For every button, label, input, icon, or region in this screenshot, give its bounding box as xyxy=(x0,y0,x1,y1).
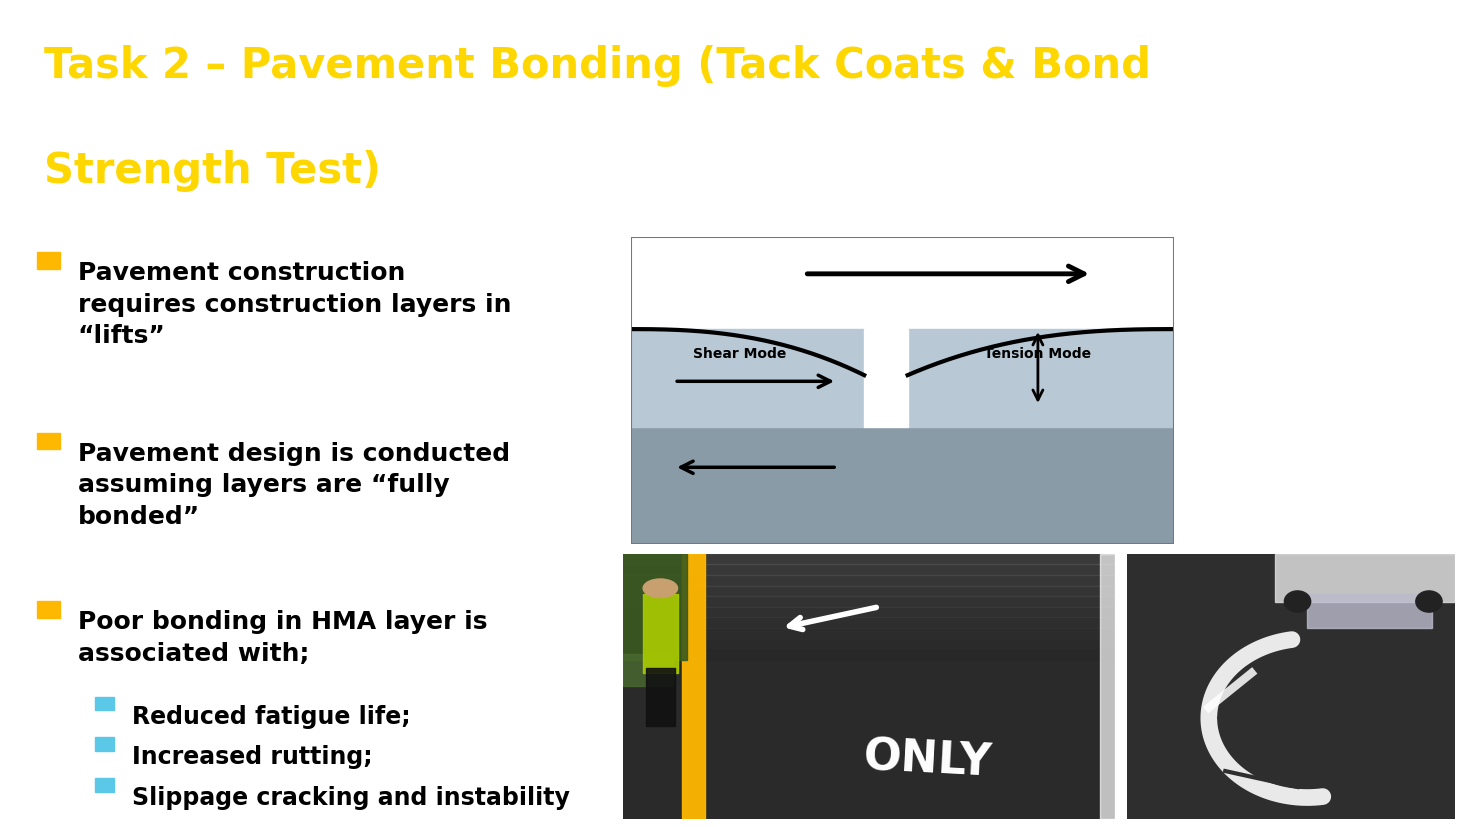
Bar xyxy=(643,594,678,673)
Bar xyxy=(37,601,60,618)
Bar xyxy=(95,697,114,710)
Text: Pavement construction
requires construction layers in
“lifts”: Pavement construction requires construct… xyxy=(78,261,512,348)
Bar xyxy=(37,433,60,449)
Bar xyxy=(623,564,1115,575)
Bar xyxy=(623,649,1115,660)
Circle shape xyxy=(1285,591,1310,612)
Text: Reduced fatigue life;: Reduced fatigue life; xyxy=(132,705,411,729)
Text: Increased rutting;: Increased rutting; xyxy=(132,745,373,769)
Bar xyxy=(623,586,1115,596)
Bar xyxy=(682,554,704,819)
Bar xyxy=(623,596,1115,607)
Bar xyxy=(623,638,1115,649)
Text: Strength Test): Strength Test) xyxy=(44,150,381,192)
Bar xyxy=(623,575,1115,586)
Bar xyxy=(95,738,114,751)
Bar xyxy=(623,618,1115,628)
Bar xyxy=(95,778,114,791)
Bar xyxy=(908,329,1174,428)
Text: Poor bonding in HMA layer is
associated with;: Poor bonding in HMA layer is associated … xyxy=(78,610,487,666)
Circle shape xyxy=(1416,591,1442,612)
Bar xyxy=(623,654,672,686)
Circle shape xyxy=(643,579,678,598)
Bar xyxy=(1307,594,1432,628)
Bar xyxy=(37,252,60,269)
Bar xyxy=(623,628,1115,638)
Bar xyxy=(631,428,1174,544)
Text: Tension Mode: Tension Mode xyxy=(984,347,1091,361)
Bar xyxy=(1100,554,1115,819)
Bar xyxy=(623,607,1115,618)
Bar xyxy=(623,554,688,660)
Text: Pavement design is conducted
assuming layers are “fully
bonded”: Pavement design is conducted assuming la… xyxy=(78,442,511,529)
Bar xyxy=(631,329,864,428)
Text: Slippage cracking and instability: Slippage cracking and instability xyxy=(132,786,569,810)
Bar xyxy=(864,329,908,428)
Bar xyxy=(645,667,675,726)
Bar xyxy=(1275,554,1455,601)
Bar xyxy=(623,554,1115,564)
Text: Shear Mode: Shear Mode xyxy=(692,347,786,361)
Text: ONLY: ONLY xyxy=(863,735,993,786)
Text: Task 2 – Pavement Bonding (Tack Coats & Bond: Task 2 – Pavement Bonding (Tack Coats & … xyxy=(44,45,1152,87)
